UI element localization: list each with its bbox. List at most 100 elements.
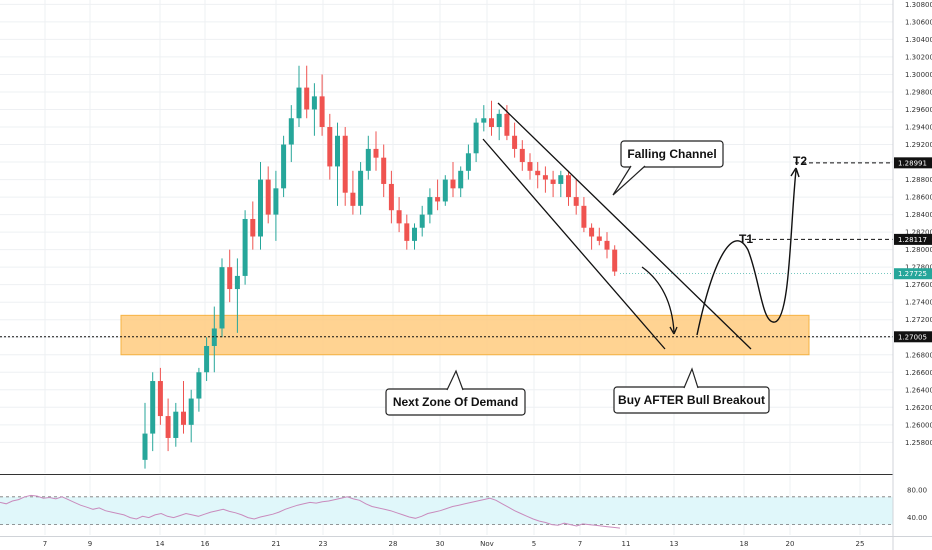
y-tick-label: 1.26800 [905,351,932,359]
y-tick-label: 1.27600 [905,281,932,289]
price-tag [894,233,932,245]
candle-body [265,179,271,215]
y-tick-label: 1.27800 [905,264,932,272]
candle [281,135,287,198]
candles [142,65,618,469]
candle [211,306,217,373]
candle [365,135,371,180]
x-tick-label: 25 [856,540,865,548]
candle [566,170,571,206]
candle [604,232,610,259]
price-tag [894,331,932,343]
candle [311,83,317,136]
candle [335,122,340,206]
x-tick-label: 14 [156,540,165,548]
y-tick-label: 1.29600 [905,106,932,114]
candle-body [188,398,194,425]
t1-label: T1 [739,232,753,246]
candle [296,65,302,128]
y-tick-label: 1.26000 [905,421,932,429]
candle [273,170,279,241]
x-tick-label: 11 [622,540,631,548]
candle-body [604,240,610,250]
candle-body [589,227,595,237]
candle-body [419,214,425,228]
candle [196,367,202,412]
y-tick-label: 1.28400 [905,211,932,219]
channel-upper-line [497,102,752,350]
candle [319,74,325,136]
price-tag-label: 1.28991 [898,159,927,167]
candle [489,100,494,136]
y-tick-label: 1.27400 [905,299,932,307]
candle-body [519,148,525,163]
candle-body [373,148,379,158]
candle-body [250,218,256,237]
candle [465,144,471,180]
x-tick-label: 28 [389,540,398,548]
rsi-band [0,496,893,525]
candle [550,170,556,198]
candle [396,197,402,233]
candle-body [566,175,571,198]
price-axis[interactable]: 1.25800 1.26000 1.26200 1.26400 1.26600 1.268… [892,0,932,550]
candle-body [304,87,310,110]
candle-body [573,197,579,206]
candle-body [542,175,548,180]
candle-body [204,345,210,373]
candle-body [496,113,502,128]
callout-text: Falling Channel [627,147,716,161]
candle [450,162,456,198]
x-tick-label: 30 [436,540,445,548]
candle [350,170,356,215]
candle-body [504,113,510,136]
candle [473,118,479,163]
candle [227,249,233,303]
candle-body [181,411,186,425]
candle [581,197,587,233]
candle [204,337,210,382]
candle-body [481,118,487,123]
candle [165,398,171,452]
x-tick-label: 5 [532,540,536,548]
current-price-tag [894,268,932,280]
current-price-label: 1.27725 [898,270,927,278]
candle-body [296,87,302,119]
callout-next-zone: Next Zone Of Demand [385,369,526,416]
candle-body [258,179,263,237]
candle [242,210,248,285]
candle [512,122,518,158]
candle [188,389,194,443]
candle [157,367,163,425]
candle-body [404,223,410,241]
candle-body [234,275,240,290]
candle-body [311,96,317,110]
callout-falling-channel: Falling Channel [612,140,724,196]
candle [181,381,186,434]
x-tick-label: 7 [578,540,582,548]
price-tag-label: 1.28117 [898,236,927,244]
price-tag-label: 1.27005 [898,333,927,341]
candle [404,214,410,250]
candle-body [365,148,371,171]
price-tag [894,157,932,169]
projection-arrowhead-small [669,326,678,335]
y-tick-label: 1.26200 [905,404,932,412]
candle [358,162,364,215]
candle [373,131,379,171]
y-tick-label: 1.27200 [905,316,932,324]
candle-body [435,197,441,202]
candle-body [550,179,556,184]
drawings [0,102,893,350]
candle-body [157,381,163,417]
y-tick-label: 1.28200 [905,229,932,237]
projection-arrowhead-main [790,167,800,178]
rsi-tick-label: 80.00 [907,486,927,494]
candle-body [388,183,394,211]
candle [150,372,156,452]
candle-body [427,197,433,215]
candle-body [396,210,402,224]
time-axis[interactable]: 7 9 14 16 21 23 28 30 Nov 5 7 11 13 18 20 25 [0,536,932,549]
candle-body [381,157,387,184]
